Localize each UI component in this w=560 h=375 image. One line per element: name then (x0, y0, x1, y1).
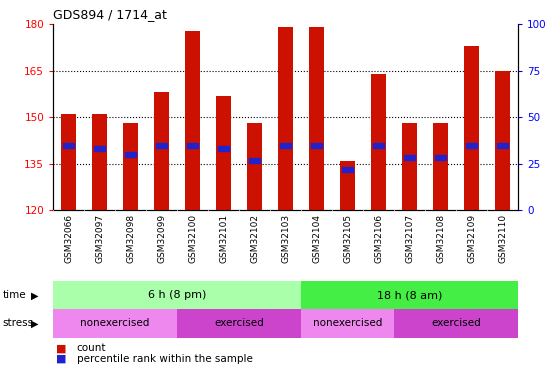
Text: GSM32107: GSM32107 (405, 214, 414, 262)
Bar (404, 155, 415, 160)
Text: GSM32103: GSM32103 (281, 214, 290, 262)
Bar (53, 281, 301, 309)
Bar (373, 142, 384, 147)
Bar (311, 142, 322, 147)
Bar (185, 31, 200, 210)
Bar (123, 123, 138, 210)
Text: GSM32097: GSM32097 (95, 214, 104, 262)
Bar (371, 74, 386, 210)
Bar (301, 281, 518, 309)
Text: exercised: exercised (431, 318, 481, 328)
Bar (94, 146, 105, 151)
Text: percentile rank within the sample: percentile rank within the sample (77, 354, 253, 364)
Bar (466, 142, 477, 147)
Text: 6 h (8 pm): 6 h (8 pm) (148, 290, 206, 300)
Bar (177, 309, 301, 338)
Bar (249, 158, 260, 163)
Text: ■: ■ (56, 354, 67, 364)
Text: 18 h (8 am): 18 h (8 am) (377, 290, 442, 300)
Text: GDS894 / 1714_at: GDS894 / 1714_at (53, 8, 167, 21)
Text: GSM32100: GSM32100 (188, 214, 197, 262)
Text: stress: stress (3, 318, 34, 328)
Bar (309, 27, 324, 210)
Bar (342, 167, 353, 172)
Bar (435, 155, 446, 160)
Bar (216, 96, 231, 210)
Text: GSM32098: GSM32098 (126, 214, 135, 262)
Bar (187, 142, 198, 147)
Bar (433, 123, 448, 210)
Bar (402, 123, 417, 210)
Text: exercised: exercised (214, 318, 264, 328)
Text: GSM32109: GSM32109 (467, 214, 476, 262)
Text: GSM32102: GSM32102 (250, 214, 259, 262)
Bar (63, 142, 74, 147)
Bar (92, 114, 108, 210)
Bar (340, 160, 355, 210)
Text: GSM32110: GSM32110 (498, 214, 507, 262)
Text: GSM32105: GSM32105 (343, 214, 352, 262)
Bar (280, 142, 291, 147)
Bar (495, 71, 510, 210)
Bar (464, 46, 479, 210)
Text: GSM32099: GSM32099 (157, 214, 166, 262)
Text: GSM32104: GSM32104 (312, 214, 321, 262)
Bar (125, 152, 136, 157)
Text: GSM32101: GSM32101 (219, 214, 228, 262)
Bar (53, 309, 177, 338)
Bar (394, 309, 518, 338)
Text: ■: ■ (56, 343, 67, 353)
Text: GSM32066: GSM32066 (64, 214, 73, 262)
Bar (154, 93, 170, 210)
Text: GSM32108: GSM32108 (436, 214, 445, 262)
Text: time: time (3, 290, 26, 300)
Bar (497, 142, 508, 147)
Text: nonexercised: nonexercised (81, 318, 150, 328)
Bar (247, 123, 262, 210)
Bar (278, 27, 293, 210)
Text: ▶: ▶ (31, 290, 38, 300)
Text: GSM32106: GSM32106 (374, 214, 383, 262)
Bar (301, 309, 394, 338)
Text: count: count (77, 343, 106, 353)
Bar (156, 142, 167, 147)
Bar (61, 114, 76, 210)
Text: ▶: ▶ (31, 318, 38, 328)
Text: nonexercised: nonexercised (313, 318, 382, 328)
Bar (218, 146, 229, 151)
